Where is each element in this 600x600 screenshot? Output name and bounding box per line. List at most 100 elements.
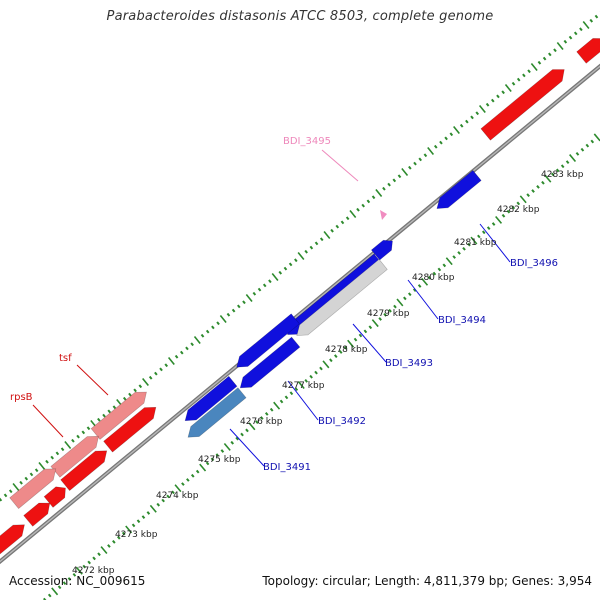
- tick-mark: [319, 366, 323, 371]
- tick-mark: [245, 428, 249, 433]
- tick-mark: [579, 27, 583, 32]
- tick-mark: [501, 90, 505, 95]
- tick-mark: [199, 463, 207, 472]
- gene-arrow-reverse: [287, 253, 384, 335]
- tick-mark: [589, 18, 594, 23]
- tick-mark: [387, 182, 391, 187]
- tick-mark: [575, 152, 580, 156]
- gene-label-bdi-3496[interactable]: BDI_3496: [510, 258, 558, 269]
- tick-mark: [210, 457, 215, 462]
- tick-mark: [154, 371, 158, 376]
- gene-arrow-forward: [90, 391, 147, 440]
- callout-line-bdi-3496: [479, 223, 511, 263]
- gene-arrow-forward: [50, 435, 99, 478]
- tick-mark: [432, 271, 437, 276]
- tick-mark: [269, 407, 274, 412]
- tick-mark: [67, 577, 72, 581]
- tick-mark: [329, 358, 333, 363]
- tick-mark: [45, 459, 49, 464]
- tick-mark: [12, 483, 20, 491]
- gene-label-bdi-3493[interactable]: BDI_3493: [385, 358, 433, 369]
- tick-mark: [407, 292, 412, 297]
- tick-mark: [271, 273, 279, 281]
- tick-mark: [262, 283, 267, 288]
- tick-mark: [193, 336, 201, 344]
- gene-label-tsf[interactable]: tsf: [59, 353, 72, 364]
- tick-mark: [142, 378, 149, 386]
- tick-mark: [511, 81, 516, 86]
- tick-mark: [496, 94, 500, 99]
- tick-mark: [185, 346, 189, 351]
- gene-label-bdi-3491[interactable]: BDI_3491: [263, 462, 311, 473]
- tick-mark: [442, 263, 447, 268]
- tick-mark: [343, 345, 348, 350]
- gene-arrow-reverse: [187, 387, 247, 438]
- tick-mark: [81, 430, 86, 435]
- tick-mark: [495, 215, 503, 224]
- tick-mark: [122, 396, 127, 401]
- tick-mark: [174, 354, 179, 359]
- tick-label: 4281 kbp: [454, 238, 497, 248]
- tick-mark: [382, 186, 386, 191]
- tick-mark: [230, 440, 235, 445]
- tick-mark: [459, 123, 464, 128]
- tick-mark: [289, 391, 294, 396]
- tick-mark: [555, 168, 560, 173]
- tick-label: 4275 kbp: [198, 455, 241, 465]
- tick-mark: [383, 312, 387, 317]
- tick-mark: [322, 360, 330, 369]
- tick-mark: [323, 231, 331, 239]
- gene-label-rpsb[interactable]: rpsB: [10, 392, 33, 403]
- tick-mark: [366, 199, 371, 204]
- tick-mark: [361, 203, 365, 208]
- outer-tick-ring: [0, 11, 600, 502]
- gene-arrow-forward: [9, 468, 57, 510]
- tick-mark: [516, 77, 521, 82]
- tick-label: 4279 kbp: [367, 309, 410, 319]
- gene-features: [0, 38, 600, 555]
- tick-mark: [338, 350, 343, 354]
- tick-mark: [86, 426, 91, 431]
- tick-mark: [537, 60, 542, 65]
- tick-mark: [478, 105, 486, 113]
- tick-mark: [439, 140, 443, 145]
- tick-mark: [401, 168, 409, 176]
- tick-mark: [116, 535, 121, 540]
- tick-mark: [279, 399, 284, 404]
- tick-mark: [427, 275, 432, 280]
- tick-mark: [347, 339, 355, 348]
- genome-stats-text: Topology: circular; Length: 4,811,379 bp…: [262, 574, 592, 588]
- tick-mark: [76, 434, 80, 439]
- tick-mark: [511, 205, 516, 210]
- tick-mark: [167, 357, 175, 365]
- tick-label: 4278 kbp: [325, 345, 368, 355]
- tick-mark: [190, 342, 194, 347]
- tick-mark: [215, 453, 220, 458]
- accession-text: Accession: NC_009615: [9, 574, 146, 588]
- callout-line-bdi-3494: [407, 279, 439, 320]
- tick-mark: [556, 42, 564, 50]
- tick-mark: [548, 52, 552, 57]
- tick-mark: [92, 556, 96, 561]
- tick-mark: [133, 388, 137, 393]
- tick-mark: [565, 160, 570, 165]
- gene-arrow-reverse: [184, 375, 238, 422]
- gene-label-bdi-3495[interactable]: BDI_3495: [283, 136, 331, 147]
- gene-label-bdi-3492[interactable]: BDI_3492: [318, 416, 366, 427]
- tick-mark: [453, 126, 460, 134]
- tick-mark: [491, 222, 496, 226]
- tick-mark: [526, 193, 530, 198]
- tick-mark: [205, 461, 210, 466]
- tick-label: 4276 kbp: [240, 417, 283, 427]
- tick-mark: [19, 480, 23, 485]
- tick-mark: [71, 438, 75, 443]
- tick-mark: [423, 153, 428, 158]
- tick-mark: [330, 228, 334, 233]
- gene-label-bdi-3494[interactable]: BDI_3494: [438, 315, 486, 326]
- tick-mark: [335, 224, 340, 229]
- tick-mark: [248, 422, 256, 431]
- tick-mark: [47, 593, 52, 598]
- tick-mark: [585, 143, 590, 148]
- tick-mark: [388, 308, 392, 313]
